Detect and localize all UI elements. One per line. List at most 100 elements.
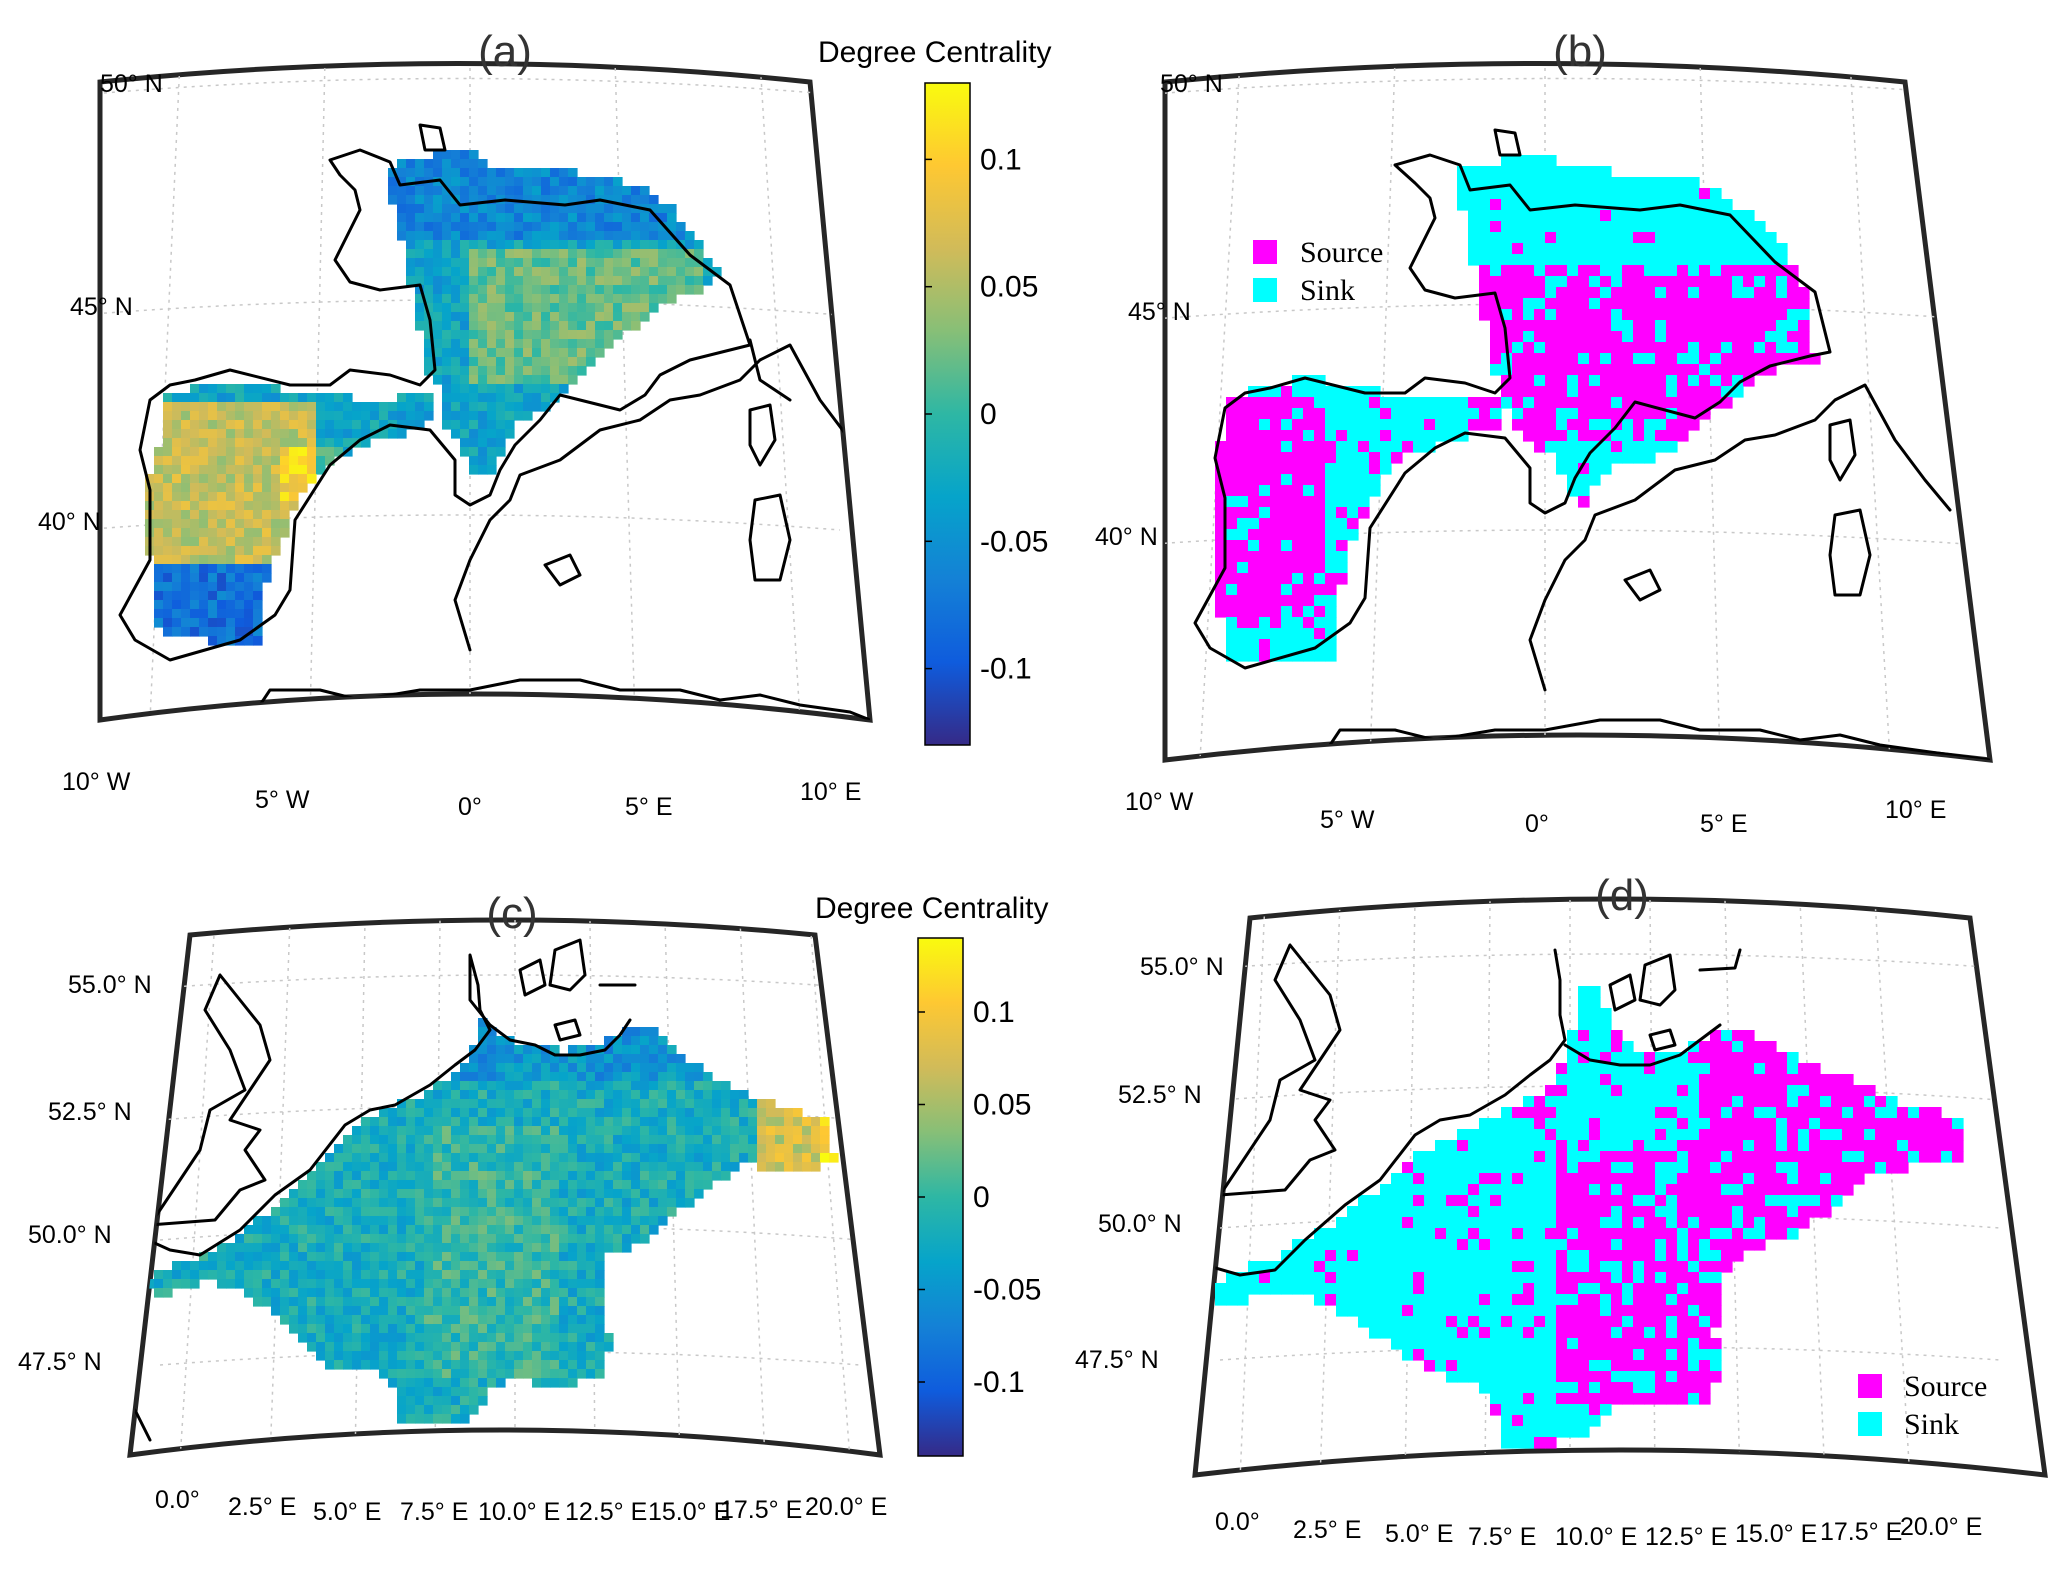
grid-cell	[640, 1054, 650, 1064]
grid-cell	[1776, 1074, 1788, 1086]
grid-cell	[379, 1117, 389, 1127]
grid-cell	[460, 1234, 470, 1244]
grid-cell	[604, 186, 614, 196]
lat-label: 52.5° N	[48, 1098, 132, 1126]
grid-cell	[1721, 353, 1733, 365]
grid-cell	[1600, 166, 1612, 178]
grid-cell	[1479, 232, 1491, 244]
grid-cell	[424, 1117, 434, 1127]
grid-cell	[1413, 419, 1425, 431]
grid-cell	[235, 447, 245, 457]
grid-cell	[199, 393, 209, 403]
grid-cell	[433, 321, 443, 331]
grid-cell	[181, 618, 191, 628]
grid-cell	[1831, 1151, 1843, 1163]
grid-cell	[541, 1180, 551, 1190]
grid-cell	[1237, 1283, 1249, 1295]
grid-cell	[1798, 1063, 1810, 1075]
grid-cell	[577, 213, 587, 223]
grid-cell	[1292, 474, 1304, 486]
grid-cell	[298, 1225, 308, 1235]
grid-cell	[1589, 331, 1601, 343]
grid-cell	[1655, 1195, 1667, 1207]
grid-cell	[1699, 232, 1711, 244]
grid-cell	[1688, 1206, 1700, 1218]
grid-cell	[271, 492, 281, 502]
grid-cell	[586, 1297, 596, 1307]
grid-cell	[1732, 320, 1744, 332]
grid-cell	[442, 1234, 452, 1244]
grid-cell	[1413, 1195, 1425, 1207]
grid-cell	[550, 1045, 560, 1055]
grid-cell	[469, 1261, 479, 1271]
grid-cell	[1490, 320, 1502, 332]
grid-cell	[352, 1243, 362, 1253]
grid-cell	[568, 1099, 578, 1109]
grid-cell	[253, 1243, 263, 1253]
grid-cell	[658, 1036, 668, 1046]
grid-cell	[604, 1099, 614, 1109]
grid-cell	[541, 258, 551, 268]
grid-cell	[649, 1027, 659, 1037]
grid-cell	[478, 213, 488, 223]
grid-cell	[703, 1081, 713, 1091]
grid-cell	[370, 1297, 380, 1307]
grid-cell	[1589, 309, 1601, 321]
grid-cell	[442, 1333, 452, 1343]
grid-cell	[397, 1342, 407, 1352]
degree-centrality-grid	[145, 150, 722, 646]
grid-cell	[271, 501, 281, 511]
grid-cell	[568, 1207, 578, 1217]
grid-cell	[559, 276, 569, 286]
grid-cell	[1611, 265, 1623, 277]
grid-cell	[1347, 463, 1359, 475]
grid-cell	[1831, 1118, 1843, 1130]
grid-cell	[532, 1252, 542, 1262]
grid-cell	[352, 1225, 362, 1235]
grid-cell	[532, 213, 542, 223]
grid-cell	[1545, 298, 1557, 310]
grid-cell	[1743, 1206, 1755, 1218]
grid-cell	[613, 1234, 623, 1244]
grid-cell	[451, 1369, 461, 1379]
grid-cell	[1611, 1085, 1623, 1097]
grid-cell	[442, 159, 452, 169]
grid-cell	[253, 573, 263, 583]
grid-cell	[1358, 1239, 1370, 1251]
grid-cell	[1237, 628, 1249, 640]
grid-cell	[1710, 1283, 1722, 1295]
grid-cell	[316, 438, 326, 448]
grid-cell	[559, 249, 569, 259]
grid-cell	[415, 1333, 425, 1343]
grid-cell	[541, 1135, 551, 1145]
grid-cell	[208, 384, 218, 394]
grid-cell	[523, 375, 533, 385]
grid-cell	[649, 1045, 659, 1055]
grid-cell	[550, 1144, 560, 1154]
grid-cell	[622, 1198, 632, 1208]
grid-cell	[1534, 1283, 1546, 1295]
grid-cell	[1578, 1008, 1590, 1020]
grid-cell	[1446, 1184, 1458, 1196]
grid-cell	[1567, 1184, 1579, 1196]
grid-cell	[1820, 1173, 1832, 1185]
grid-cell	[1490, 364, 1502, 376]
grid-cell	[1699, 309, 1711, 321]
grid-cell	[469, 1216, 479, 1226]
grid-cell	[532, 303, 542, 313]
grid-cell	[253, 492, 263, 502]
grid-cell	[1699, 188, 1711, 200]
grid-cell	[1633, 1140, 1645, 1152]
grid-cell	[595, 1171, 605, 1181]
grid-cell	[766, 1162, 776, 1172]
grid-cell	[1633, 199, 1645, 211]
grid-cell	[1611, 177, 1623, 189]
grid-cell	[1622, 309, 1634, 321]
grid-cell	[514, 1306, 524, 1316]
grid-cell	[541, 1063, 551, 1073]
grid-cell	[514, 384, 524, 394]
grid-cell	[649, 195, 659, 205]
grid-cell	[514, 213, 524, 223]
grid-cell	[442, 1324, 452, 1334]
grid-cell	[1754, 1184, 1766, 1196]
